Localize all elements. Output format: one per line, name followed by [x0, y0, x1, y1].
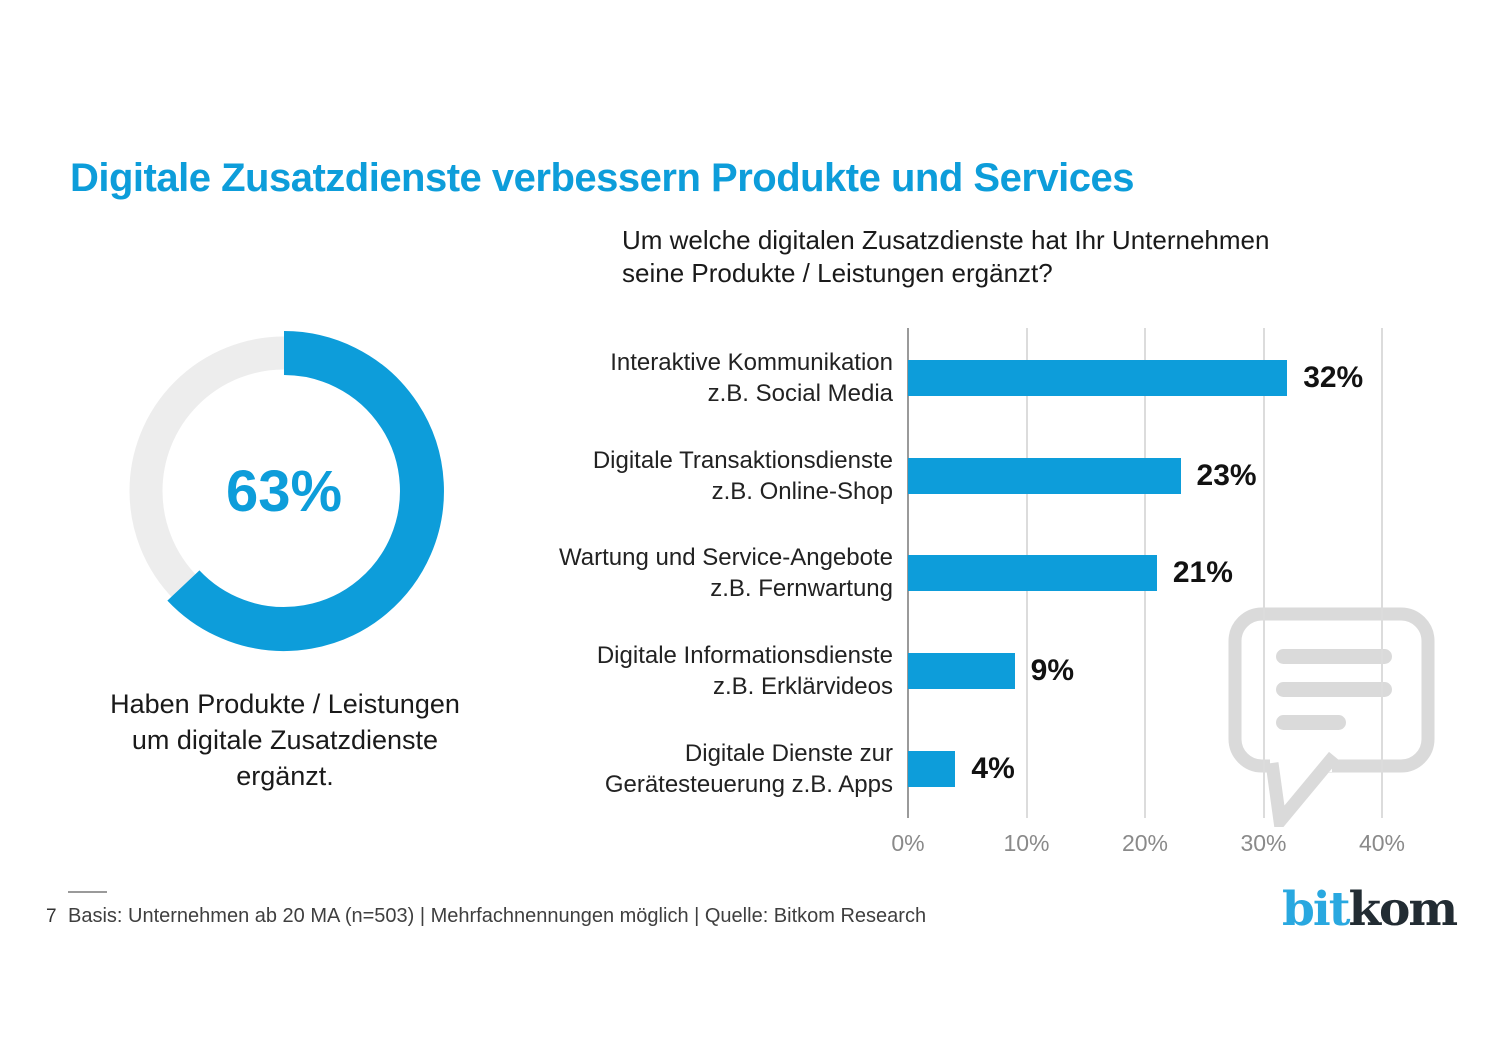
logo-text-dark: kom — [1348, 882, 1458, 937]
grid-line — [1381, 328, 1383, 818]
bar-category-label-line: z.B. Online-Shop — [711, 477, 893, 505]
bar-category-label-line: Digitale Informationsdienste — [596, 642, 893, 670]
bar-chart-question: Um welche digitalen Zusatzdienste hat Ih… — [622, 225, 1270, 288]
bar-category-label: Digitale Dienste zur Gerätesteuerung z.B.… — [533, 738, 893, 800]
bar-value-label: 4% — [971, 751, 1015, 785]
bar-category-label-line: z.B. Erklärvideos — [712, 673, 893, 701]
logo-text-blue: bit — [1282, 882, 1350, 937]
bar-category-label-line: Digitale Transaktionsdienste — [592, 446, 893, 474]
bar-category-label: Interaktive Kommunikation z.B. Social Med… — [533, 347, 893, 409]
grid-line — [1262, 328, 1265, 818]
footer-source-text: Basis: Unternehmen ab 20 MA (n=503) | Me… — [68, 905, 927, 927]
x-axis-tick-label: 10% — [1003, 830, 1050, 856]
bar-category-label-line: Digitale Dienste zur — [684, 739, 893, 767]
x-axis-tick-label: 40% — [1358, 830, 1406, 856]
bar-category-label-line: Wartung und Service-Angebote — [559, 544, 893, 572]
bar — [908, 653, 1015, 690]
bar-value-label: 23% — [1196, 458, 1257, 492]
donut-value-label: 63% — [225, 459, 343, 524]
bar — [908, 457, 1181, 494]
footer-divider-line — [68, 891, 107, 893]
donut-caption: Haben Produkte / Leistungen um digitale … — [110, 689, 460, 791]
bar-category-label: Digitale Transaktionsdienste z.B. Online-… — [533, 445, 893, 507]
bar — [908, 360, 1288, 396]
bar-value-label: 32% — [1303, 361, 1364, 394]
donut-chart — [129, 331, 444, 651]
bar-value-label: 9% — [1030, 654, 1074, 688]
bar-category-label-line: Interaktive Kommunikation — [610, 349, 893, 376]
donut-segment-filled — [167, 331, 444, 651]
bar-category-label-line: z.B. Fernwartung — [710, 575, 893, 603]
x-axis-tick-label: 0% — [891, 830, 925, 856]
bitkom-logo: bitkom — [1282, 882, 1458, 937]
slide-title: Digitale Zusatzdienste verbessern Produk… — [70, 156, 1134, 200]
x-axis-tick-label: 20% — [1121, 830, 1169, 856]
x-axis-tick-label: 30% — [1240, 830, 1287, 856]
bar-category-label-line: z.B. Social Media — [707, 380, 893, 407]
bar — [908, 555, 1157, 592]
bar-value-label: 21% — [1172, 556, 1233, 590]
speech-bubble-watermark-icon — [1228, 607, 1435, 827]
bar — [908, 750, 956, 787]
bar-category-label: Digitale Informationsdienste z.B. Erklärv… — [533, 640, 893, 702]
page-number: 7 — [46, 906, 57, 927]
bar-category-label: Wartung und Service-Angebote z.B. Fernwar… — [533, 542, 893, 604]
bar-category-label-line: Gerätesteuerung z.B. Apps — [604, 770, 893, 798]
